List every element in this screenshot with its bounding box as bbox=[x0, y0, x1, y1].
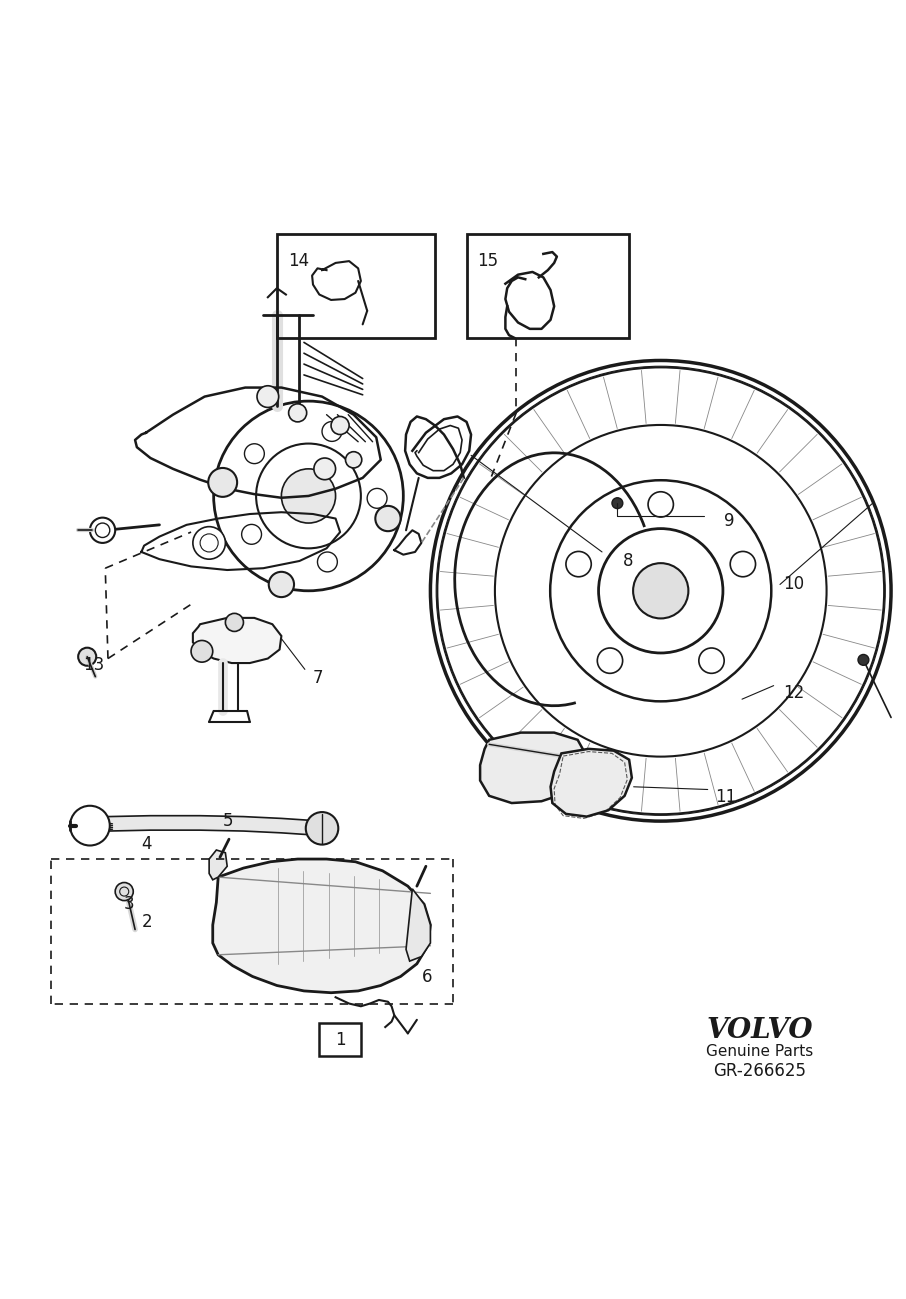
Circle shape bbox=[633, 564, 689, 618]
Circle shape bbox=[115, 882, 133, 900]
Circle shape bbox=[566, 552, 592, 577]
Bar bbox=[319, 1024, 361, 1056]
Circle shape bbox=[269, 572, 294, 598]
Circle shape bbox=[730, 552, 756, 577]
Circle shape bbox=[78, 648, 96, 666]
Circle shape bbox=[289, 404, 306, 422]
Circle shape bbox=[648, 492, 673, 517]
Circle shape bbox=[345, 452, 361, 468]
Text: 14: 14 bbox=[289, 252, 310, 270]
Circle shape bbox=[612, 498, 622, 509]
Text: 8: 8 bbox=[622, 552, 633, 570]
Circle shape bbox=[313, 459, 335, 479]
Circle shape bbox=[375, 505, 400, 531]
Text: VOLVO: VOLVO bbox=[707, 1017, 814, 1044]
Circle shape bbox=[75, 811, 104, 840]
Circle shape bbox=[242, 525, 262, 544]
Polygon shape bbox=[406, 889, 430, 961]
Circle shape bbox=[322, 421, 342, 442]
Text: 12: 12 bbox=[783, 683, 804, 701]
Polygon shape bbox=[92, 816, 326, 838]
Text: Genuine Parts: Genuine Parts bbox=[707, 1044, 814, 1059]
Text: 2: 2 bbox=[141, 913, 152, 931]
Text: 13: 13 bbox=[82, 656, 104, 674]
Text: 5: 5 bbox=[223, 812, 233, 830]
Circle shape bbox=[699, 648, 724, 673]
Text: 6: 6 bbox=[421, 968, 432, 986]
Text: 4: 4 bbox=[141, 835, 152, 852]
Circle shape bbox=[226, 613, 244, 631]
Text: 7: 7 bbox=[313, 669, 323, 687]
Text: 1: 1 bbox=[335, 1030, 345, 1048]
Circle shape bbox=[597, 648, 622, 673]
Bar bbox=[277, 234, 435, 338]
Polygon shape bbox=[209, 850, 227, 879]
Text: GR-266625: GR-266625 bbox=[714, 1063, 806, 1081]
Text: 11: 11 bbox=[715, 787, 737, 805]
Polygon shape bbox=[193, 618, 282, 662]
Circle shape bbox=[90, 517, 115, 543]
Circle shape bbox=[858, 655, 869, 665]
Circle shape bbox=[70, 805, 110, 846]
Circle shape bbox=[305, 812, 338, 844]
Text: 3: 3 bbox=[123, 895, 134, 913]
Circle shape bbox=[317, 552, 337, 572]
Circle shape bbox=[257, 386, 279, 408]
Text: 15: 15 bbox=[477, 252, 498, 270]
Circle shape bbox=[193, 526, 226, 559]
Polygon shape bbox=[213, 859, 430, 992]
Circle shape bbox=[282, 469, 335, 523]
Circle shape bbox=[331, 417, 349, 435]
Text: 10: 10 bbox=[783, 575, 804, 594]
Text: 9: 9 bbox=[724, 512, 735, 530]
Circle shape bbox=[191, 640, 213, 662]
Circle shape bbox=[367, 488, 387, 508]
Polygon shape bbox=[551, 748, 631, 817]
Polygon shape bbox=[480, 733, 587, 803]
Circle shape bbox=[208, 468, 237, 496]
Circle shape bbox=[245, 444, 265, 464]
Bar bbox=[467, 234, 629, 338]
